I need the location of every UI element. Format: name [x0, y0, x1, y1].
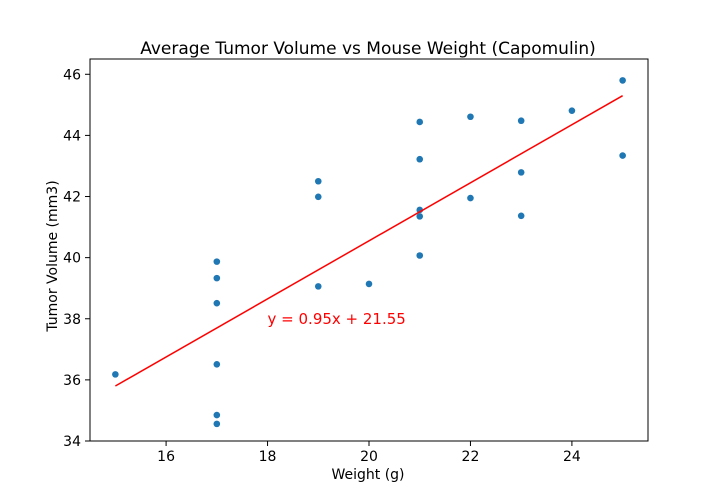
data-point	[365, 280, 373, 288]
data-point	[517, 117, 525, 125]
y-tick-label: 40	[63, 251, 81, 267]
data-point	[213, 299, 221, 307]
x-tick-label: 24	[563, 449, 581, 465]
regression-line	[114, 95, 624, 387]
plot-frame	[89, 58, 649, 442]
y-tick-label: 42	[63, 190, 81, 206]
y-tick-label: 38	[63, 312, 81, 328]
y-axis-label: Tumor Volume (mm3)	[45, 180, 61, 332]
y-tick-label: 36	[63, 373, 81, 389]
data-point	[213, 274, 221, 282]
data-point	[568, 107, 576, 114]
data-point	[619, 77, 626, 84]
y-tick-label: 44	[63, 128, 81, 144]
x-tick-label: 16	[157, 449, 175, 465]
plot-area: 16 18 20 22 24 34 36 38 40 42 44 46 y = 0.95x + 21.5…	[63, 58, 649, 465]
x-axis-label: Weight (g)	[331, 467, 404, 483]
data-point	[416, 252, 424, 259]
data-point	[517, 169, 525, 176]
regression-equation-label: y = 0.95x + 21.55	[268, 310, 406, 328]
data-point	[314, 193, 322, 201]
x-tick-label: 18	[259, 449, 277, 465]
data-point	[314, 283, 322, 290]
x-tick-label: 22	[462, 449, 480, 465]
data-point	[619, 152, 626, 159]
data-point	[112, 371, 119, 378]
y-tick-label: 46	[63, 67, 81, 83]
data-point	[213, 420, 221, 428]
data-point	[416, 213, 424, 220]
y-tick-label: 34	[63, 434, 81, 450]
data-point	[314, 177, 322, 185]
data-point	[467, 194, 474, 202]
data-point	[213, 360, 221, 368]
data-point	[467, 113, 474, 121]
data-point	[213, 258, 221, 265]
data-point	[213, 411, 221, 419]
data-point	[517, 212, 525, 220]
data-point	[416, 155, 424, 163]
x-tick-label: 20	[360, 449, 378, 465]
chart-title: Average Tumor Volume vs Mouse Weight (Ca…	[140, 39, 596, 59]
data-point	[416, 118, 424, 126]
